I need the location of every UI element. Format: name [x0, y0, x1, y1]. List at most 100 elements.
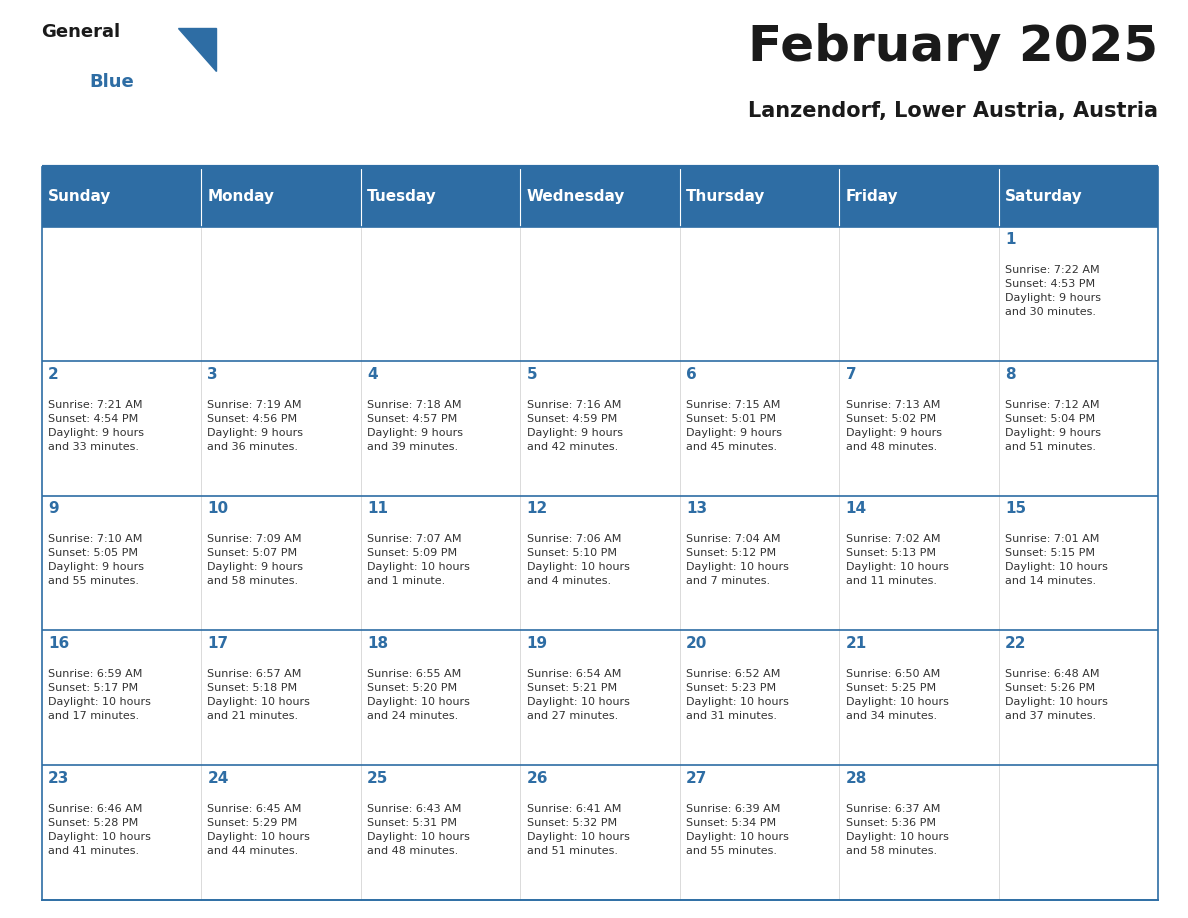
Text: 17: 17 [208, 636, 228, 651]
Text: Sunrise: 7:09 AM
Sunset: 5:07 PM
Daylight: 9 hours
and 58 minutes.: Sunrise: 7:09 AM Sunset: 5:07 PM Dayligh… [208, 534, 303, 587]
Bar [999, 167, 1158, 227]
Bar [42, 167, 201, 227]
Bar [999, 496, 1158, 631]
Bar [680, 631, 839, 765]
Text: Friday: Friday [846, 189, 898, 205]
Text: 27: 27 [687, 770, 708, 786]
Bar [839, 362, 999, 496]
Text: 15: 15 [1005, 501, 1026, 517]
Text: Sunrise: 7:22 AM
Sunset: 4:53 PM
Daylight: 9 hours
and 30 minutes.: Sunrise: 7:22 AM Sunset: 4:53 PM Dayligh… [1005, 265, 1101, 318]
Text: 5: 5 [526, 367, 537, 382]
Text: Sunrise: 7:15 AM
Sunset: 5:01 PM
Daylight: 9 hours
and 45 minutes.: Sunrise: 7:15 AM Sunset: 5:01 PM Dayligh… [687, 400, 782, 452]
Polygon shape [178, 28, 216, 71]
Text: Sunrise: 7:06 AM
Sunset: 5:10 PM
Daylight: 10 hours
and 4 minutes.: Sunrise: 7:06 AM Sunset: 5:10 PM Dayligh… [526, 534, 630, 587]
Text: Sunrise: 7:02 AM
Sunset: 5:13 PM
Daylight: 10 hours
and 11 minutes.: Sunrise: 7:02 AM Sunset: 5:13 PM Dayligh… [846, 534, 948, 587]
Text: Blue: Blue [89, 73, 134, 92]
Bar [520, 496, 680, 631]
Bar [839, 496, 999, 631]
Bar [999, 631, 1158, 765]
Text: Sunrise: 6:37 AM
Sunset: 5:36 PM
Daylight: 10 hours
and 58 minutes.: Sunrise: 6:37 AM Sunset: 5:36 PM Dayligh… [846, 803, 948, 856]
Bar [680, 362, 839, 496]
Text: Sunrise: 6:50 AM
Sunset: 5:25 PM
Daylight: 10 hours
and 34 minutes.: Sunrise: 6:50 AM Sunset: 5:25 PM Dayligh… [846, 669, 948, 721]
Bar [361, 227, 520, 362]
Text: Wednesday: Wednesday [526, 189, 625, 205]
Bar [839, 631, 999, 765]
Text: 28: 28 [846, 770, 867, 786]
Bar [201, 765, 361, 900]
Text: Sunrise: 6:57 AM
Sunset: 5:18 PM
Daylight: 10 hours
and 21 minutes.: Sunrise: 6:57 AM Sunset: 5:18 PM Dayligh… [208, 669, 310, 721]
Text: 18: 18 [367, 636, 388, 651]
Text: Sunrise: 7:18 AM
Sunset: 4:57 PM
Daylight: 9 hours
and 39 minutes.: Sunrise: 7:18 AM Sunset: 4:57 PM Dayligh… [367, 400, 463, 452]
Bar [520, 631, 680, 765]
Text: Sunrise: 7:12 AM
Sunset: 5:04 PM
Daylight: 9 hours
and 51 minutes.: Sunrise: 7:12 AM Sunset: 5:04 PM Dayligh… [1005, 400, 1101, 452]
Bar [42, 631, 201, 765]
Bar [361, 496, 520, 631]
Text: 22: 22 [1005, 636, 1026, 651]
Text: Sunrise: 7:10 AM
Sunset: 5:05 PM
Daylight: 9 hours
and 55 minutes.: Sunrise: 7:10 AM Sunset: 5:05 PM Dayligh… [48, 534, 144, 587]
Bar [520, 765, 680, 900]
Bar [42, 362, 201, 496]
Text: 25: 25 [367, 770, 388, 786]
Bar [680, 167, 839, 227]
Text: 26: 26 [526, 770, 548, 786]
Bar [520, 362, 680, 496]
Text: 6: 6 [687, 367, 697, 382]
Bar [839, 167, 999, 227]
Text: Lanzendorf, Lower Austria, Austria: Lanzendorf, Lower Austria, Austria [748, 101, 1158, 121]
Bar [201, 227, 361, 362]
Bar [201, 631, 361, 765]
Text: 24: 24 [208, 770, 229, 786]
Text: 14: 14 [846, 501, 867, 517]
Text: 19: 19 [526, 636, 548, 651]
Bar [201, 167, 361, 227]
Text: 2: 2 [48, 367, 58, 382]
Bar [42, 496, 201, 631]
Bar [999, 765, 1158, 900]
Bar [361, 631, 520, 765]
Text: Tuesday: Tuesday [367, 189, 437, 205]
Text: Sunrise: 6:46 AM
Sunset: 5:28 PM
Daylight: 10 hours
and 41 minutes.: Sunrise: 6:46 AM Sunset: 5:28 PM Dayligh… [48, 803, 151, 856]
Bar [520, 227, 680, 362]
Text: Sunday: Sunday [48, 189, 112, 205]
Text: Sunrise: 7:21 AM
Sunset: 4:54 PM
Daylight: 9 hours
and 33 minutes.: Sunrise: 7:21 AM Sunset: 4:54 PM Dayligh… [48, 400, 144, 452]
Text: 11: 11 [367, 501, 388, 517]
Bar [201, 362, 361, 496]
Bar [361, 362, 520, 496]
Text: 3: 3 [208, 367, 219, 382]
Bar [680, 765, 839, 900]
Text: Sunrise: 6:45 AM
Sunset: 5:29 PM
Daylight: 10 hours
and 44 minutes.: Sunrise: 6:45 AM Sunset: 5:29 PM Dayligh… [208, 803, 310, 856]
Text: Sunrise: 6:43 AM
Sunset: 5:31 PM
Daylight: 10 hours
and 48 minutes.: Sunrise: 6:43 AM Sunset: 5:31 PM Dayligh… [367, 803, 470, 856]
Text: Sunrise: 7:01 AM
Sunset: 5:15 PM
Daylight: 10 hours
and 14 minutes.: Sunrise: 7:01 AM Sunset: 5:15 PM Dayligh… [1005, 534, 1108, 587]
Text: 8: 8 [1005, 367, 1016, 382]
Text: Sunrise: 7:19 AM
Sunset: 4:56 PM
Daylight: 9 hours
and 36 minutes.: Sunrise: 7:19 AM Sunset: 4:56 PM Dayligh… [208, 400, 303, 452]
Text: 4: 4 [367, 367, 378, 382]
Text: 7: 7 [846, 367, 857, 382]
Text: Sunrise: 6:54 AM
Sunset: 5:21 PM
Daylight: 10 hours
and 27 minutes.: Sunrise: 6:54 AM Sunset: 5:21 PM Dayligh… [526, 669, 630, 721]
Bar [839, 227, 999, 362]
Bar [999, 362, 1158, 496]
Text: Sunrise: 7:16 AM
Sunset: 4:59 PM
Daylight: 9 hours
and 42 minutes.: Sunrise: 7:16 AM Sunset: 4:59 PM Dayligh… [526, 400, 623, 452]
Bar [839, 765, 999, 900]
Bar [520, 167, 680, 227]
Text: Sunrise: 6:55 AM
Sunset: 5:20 PM
Daylight: 10 hours
and 24 minutes.: Sunrise: 6:55 AM Sunset: 5:20 PM Dayligh… [367, 669, 470, 721]
Bar [42, 765, 201, 900]
Text: 9: 9 [48, 501, 58, 517]
Bar [361, 765, 520, 900]
Text: 13: 13 [687, 501, 707, 517]
Text: 1: 1 [1005, 232, 1016, 247]
Text: Thursday: Thursday [687, 189, 765, 205]
Text: General: General [42, 23, 121, 41]
Text: Saturday: Saturday [1005, 189, 1083, 205]
Text: Monday: Monday [208, 189, 274, 205]
Bar [201, 496, 361, 631]
Text: Sunrise: 6:52 AM
Sunset: 5:23 PM
Daylight: 10 hours
and 31 minutes.: Sunrise: 6:52 AM Sunset: 5:23 PM Dayligh… [687, 669, 789, 721]
Text: Sunrise: 6:41 AM
Sunset: 5:32 PM
Daylight: 10 hours
and 51 minutes.: Sunrise: 6:41 AM Sunset: 5:32 PM Dayligh… [526, 803, 630, 856]
Bar [42, 227, 201, 362]
Text: Sunrise: 7:04 AM
Sunset: 5:12 PM
Daylight: 10 hours
and 7 minutes.: Sunrise: 7:04 AM Sunset: 5:12 PM Dayligh… [687, 534, 789, 587]
Text: Sunrise: 6:48 AM
Sunset: 5:26 PM
Daylight: 10 hours
and 37 minutes.: Sunrise: 6:48 AM Sunset: 5:26 PM Dayligh… [1005, 669, 1108, 721]
Text: 10: 10 [208, 501, 228, 517]
Bar [680, 227, 839, 362]
Text: Sunrise: 6:59 AM
Sunset: 5:17 PM
Daylight: 10 hours
and 17 minutes.: Sunrise: 6:59 AM Sunset: 5:17 PM Dayligh… [48, 669, 151, 721]
Text: Sunrise: 7:13 AM
Sunset: 5:02 PM
Daylight: 9 hours
and 48 minutes.: Sunrise: 7:13 AM Sunset: 5:02 PM Dayligh… [846, 400, 942, 452]
Bar [999, 227, 1158, 362]
